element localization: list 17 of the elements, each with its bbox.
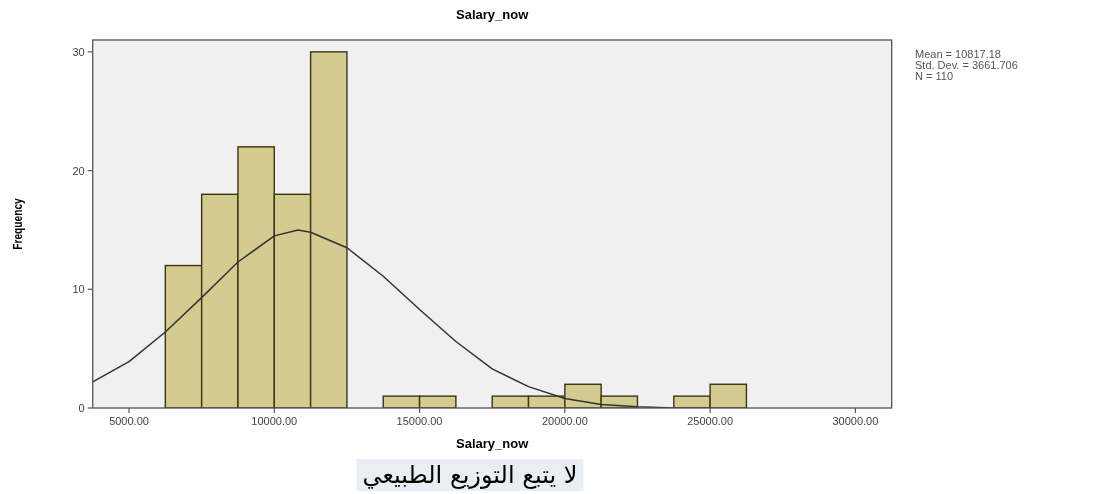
y-tick-label: 10 [72,283,85,296]
y-tick-label: 30 [72,45,85,58]
text: Mean = 10817.18 [915,48,1001,60]
text: لا يتبع التوزيع الطبيعي [362,461,578,489]
y-axis-title: Frequency [11,197,25,250]
x-axis-title: Salary_now [456,436,530,451]
x-tick-label: 10000.00 [251,415,298,427]
chart-title: Salary_now [456,7,530,22]
x-tick-label: 15000.00 [396,415,443,427]
x-tick-label: 20000.00 [541,415,588,427]
x-tick-label: 25000.00 [687,415,734,427]
x-tick-label: 30000.00 [832,415,879,427]
x-tick-label: 5000.00 [109,415,149,427]
text: N = 110 [915,70,954,82]
y-tick-label: 0 [78,402,85,414]
text: Std. Dev. = 3661.706 [915,59,1018,71]
y-tick-label: 20 [72,164,85,177]
